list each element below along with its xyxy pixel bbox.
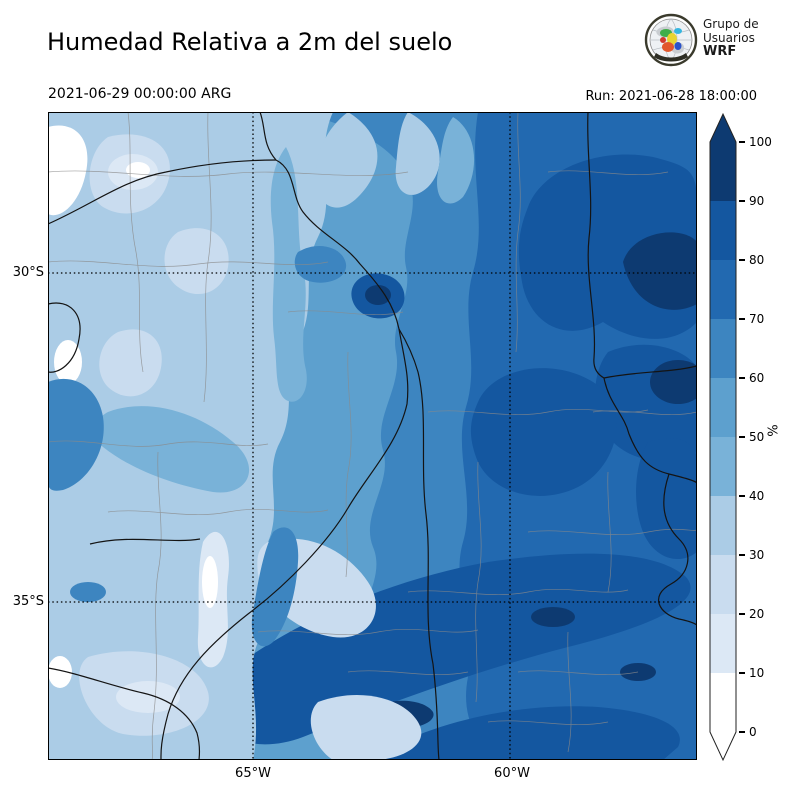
logo-text-line1: Grupo de <box>703 17 759 31</box>
colorbar-tick-label: 50 <box>749 430 765 444</box>
colorbar-tickmark <box>739 436 745 438</box>
logo-radar-blob-orange <box>662 42 674 52</box>
colorbar-segment-10-20 <box>710 614 736 673</box>
colorbar-segment-60-70 <box>710 319 736 378</box>
run-time-label: Run: 2021-06-28 18:00:00 <box>585 89 757 104</box>
colorbar-tick-60: 60 <box>739 370 764 386</box>
colorbar-tickmark <box>739 554 745 556</box>
map-panel <box>48 112 697 760</box>
colorbar-segment-50-60 <box>710 378 736 437</box>
logo-radar-blob-yellow <box>667 33 677 45</box>
colorbar-ticks: 100 90 80 70 60 50 40 30 20 10 0 <box>739 135 779 739</box>
logo-text-line2: Usuarios <box>703 31 755 45</box>
colorbar-tick-20: 20 <box>739 606 764 622</box>
colorbar-tickmark <box>739 141 745 143</box>
colorbar-tick-70: 70 <box>739 311 764 327</box>
colorbar-tick-label: 80 <box>749 253 765 267</box>
logo-radar-blob-blue <box>674 42 682 50</box>
colorbar-unit-label: % <box>763 424 779 437</box>
humidity-map <box>48 112 697 760</box>
colorbar-tickmark <box>739 731 745 733</box>
colorbar-tick-label: 90 <box>749 194 765 208</box>
colorbar-tick-label: 20 <box>749 607 765 621</box>
colorbar-tickmark <box>739 613 745 615</box>
colorbar-segment-30-40 <box>710 496 736 555</box>
colorbar-tick-30: 30 <box>739 547 764 563</box>
colorbar-tick-label: 40 <box>749 489 765 503</box>
province-borders <box>48 112 697 760</box>
colorbar-tick-80: 80 <box>739 252 764 268</box>
logo-radar-blob-cyan <box>674 28 682 34</box>
colorbar-segment-20-30 <box>710 555 736 614</box>
colorbar-tick-90: 90 <box>739 193 764 209</box>
colorbar-cells <box>710 142 736 732</box>
colorbar-segment-40-50 <box>710 437 736 496</box>
colorbar-tickmark <box>739 672 745 674</box>
colorbar-tick-label: 70 <box>749 312 765 326</box>
colorbar-tickmark <box>739 377 745 379</box>
colorbar-tickmark <box>739 318 745 320</box>
page-title: Humedad Relativa a 2m del suelo <box>47 28 453 56</box>
logo-text: Grupo de Usuarios WRF <box>703 17 759 59</box>
colorbar-segment-80-90 <box>710 201 736 260</box>
humidity-field <box>48 112 697 760</box>
graticule-lines <box>48 112 697 760</box>
colorbar-arrow-down <box>710 732 736 760</box>
colorbar-outline <box>709 112 737 762</box>
map-frame <box>48 112 697 760</box>
colorbar-tick-10: 10 <box>739 665 764 681</box>
logo-radar-blob-red <box>660 37 666 43</box>
colorbar-tickmark <box>739 495 745 497</box>
colorbar-tick-40: 40 <box>739 488 764 504</box>
colorbar-tick-label: 10 <box>749 666 765 680</box>
logo-ribbon <box>654 53 688 62</box>
wrf-logo-icon <box>644 13 698 67</box>
colorbar-segment-0-10 <box>710 673 736 732</box>
lon-label-60w: 60°W <box>494 766 530 781</box>
colorbar-segment-90-100 <box>710 142 736 201</box>
colorbar-arrow-up <box>710 114 736 142</box>
colorbar <box>709 112 737 762</box>
colorbar-segment-70-80 <box>710 260 736 319</box>
colorbar-tick-50: 50 <box>739 429 764 445</box>
colorbar-tick-label: 60 <box>749 371 765 385</box>
colorbar-tick-label: 100 <box>749 135 772 149</box>
colorbar-tick-0: 0 <box>739 724 757 740</box>
logo-text-wrf: WRF <box>703 44 737 59</box>
lat-label-35s: 35°S <box>12 594 44 609</box>
valid-time-label: 2021-06-29 00:00:00 ARG <box>48 86 232 102</box>
colorbar-tick-label: 0 <box>749 725 757 739</box>
colorbar-tickmark <box>739 200 745 202</box>
lat-label-30s: 30°S <box>12 265 44 280</box>
lon-label-65w: 65°W <box>235 766 271 781</box>
colorbar-tick-label: 30 <box>749 548 765 562</box>
colorbar-tick-100: 100 <box>739 134 772 150</box>
colorbar-tickmark <box>739 259 745 261</box>
